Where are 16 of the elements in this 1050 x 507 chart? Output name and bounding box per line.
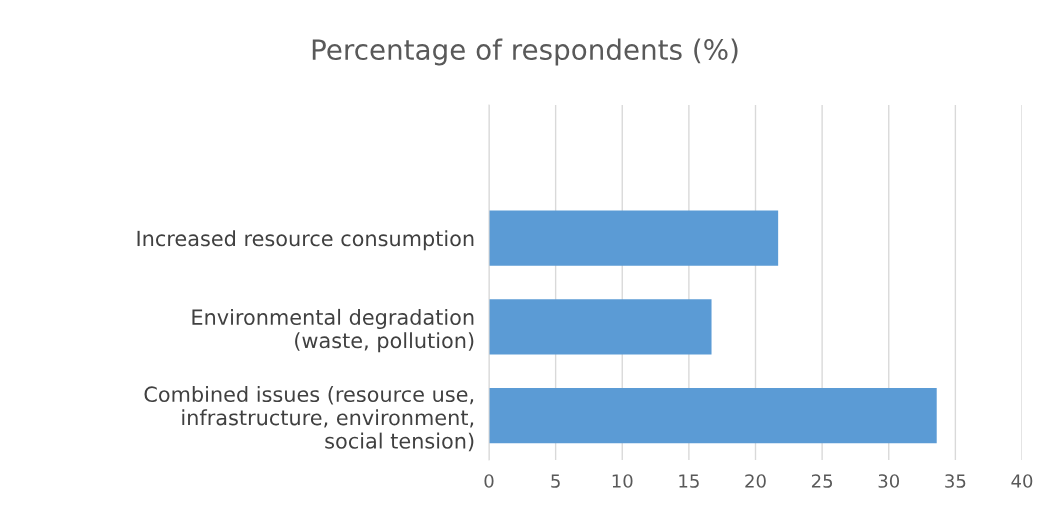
bar bbox=[489, 299, 712, 355]
x-tick-label: 35 bbox=[945, 474, 966, 488]
chart-title: Percentage of respondents (%) bbox=[312, 38, 738, 66]
x-tick-label: 10 bbox=[612, 474, 633, 488]
bar bbox=[489, 210, 779, 266]
bar bbox=[489, 388, 937, 444]
x-tick-label: 40 bbox=[1011, 474, 1033, 488]
x-tick-label: 0 bbox=[484, 474, 494, 488]
y-tick-label: Combined issues (resource use, infrastructure, environment, social tension) bbox=[144, 385, 474, 452]
x-tick-label: 20 bbox=[745, 474, 766, 488]
x-tick-label: 30 bbox=[878, 474, 900, 488]
x-tick-label: 15 bbox=[679, 474, 699, 488]
x-tick-label: 5 bbox=[551, 474, 560, 488]
y-tick-label: Environmental degradation (waste, pollution) bbox=[192, 308, 474, 353]
x-tick-label: 25 bbox=[811, 474, 833, 488]
y-tick-label: Increased resource consumption bbox=[137, 230, 474, 251]
